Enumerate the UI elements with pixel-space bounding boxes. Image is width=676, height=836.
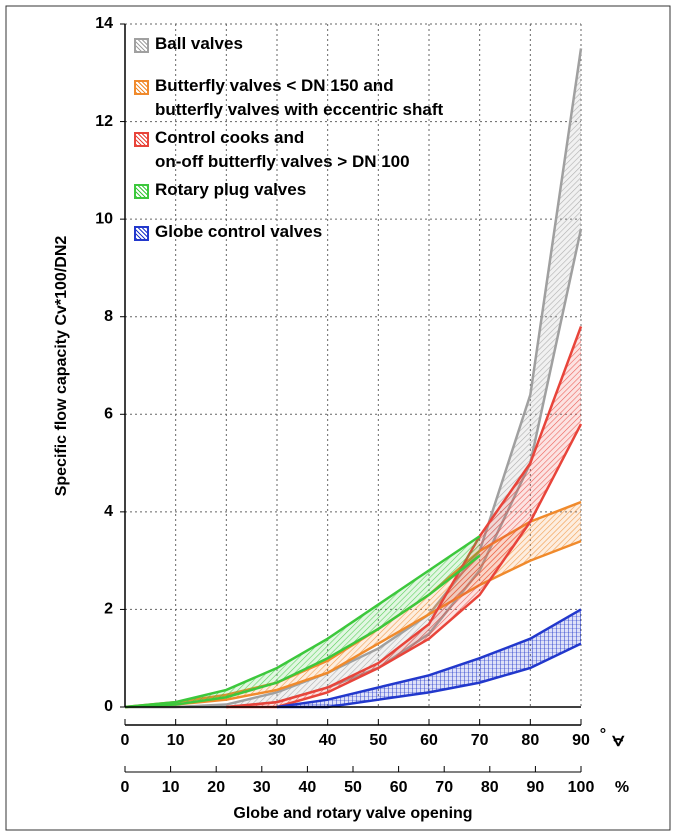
- x2-unit: %: [615, 779, 629, 796]
- legend-label: Control cooks and on-off butterfly valve…: [155, 128, 410, 171]
- band-edge: [124, 535, 481, 709]
- band-edge: [124, 554, 481, 709]
- x-tick-label: 10: [167, 732, 185, 749]
- x-tick-label: 20: [217, 732, 235, 749]
- y-tick-label: 8: [104, 308, 113, 325]
- x-tick-label: 0: [121, 732, 130, 749]
- x-tick-label: 90: [572, 732, 590, 749]
- x-axis-label: Globe and rotary valve opening: [233, 805, 472, 822]
- legend-item: Control cooks and on-off butterfly valve…: [134, 126, 443, 174]
- y-tick-label: 4: [104, 503, 113, 520]
- band-area: [125, 502, 581, 707]
- legend-swatch: [134, 226, 149, 241]
- x2-tick-label: 40: [299, 779, 317, 796]
- x2-tick-label: 50: [344, 779, 362, 796]
- y-tick-label: 12: [95, 113, 113, 130]
- legend-item: Ball valves: [134, 32, 443, 56]
- y-axis-label: Specific flow capacity Cv*100/DN2: [53, 236, 70, 497]
- x2-tick-label: 60: [390, 779, 408, 796]
- x2-tick-label: 80: [481, 779, 499, 796]
- legend-item: Rotary plug valves: [134, 178, 443, 202]
- y-tick-label: 2: [104, 601, 113, 618]
- frame: [5, 5, 671, 831]
- legend-label: Ball valves: [155, 34, 243, 53]
- legend-label: Rotary plug valves: [155, 180, 307, 199]
- x2-tick-label: 0: [121, 779, 130, 796]
- x2-tick-label: 10: [162, 779, 180, 796]
- band-edge: [276, 608, 582, 709]
- band-edge: [226, 326, 583, 709]
- y-tick-label: 0: [104, 698, 113, 715]
- y-tick-label: 10: [95, 210, 113, 227]
- legend-swatch: [134, 132, 149, 147]
- legend-swatch: [134, 80, 149, 95]
- x2-tick-label: 30: [253, 779, 271, 796]
- legend-label: Butterfly valves < DN 150 and butterfly …: [155, 76, 444, 119]
- x-tick-label: 70: [471, 732, 489, 749]
- band-area: [226, 326, 582, 707]
- y-tick-label: 6: [104, 406, 113, 423]
- x-tick-label: 30: [268, 732, 286, 749]
- x-symbol: ∢: [611, 734, 628, 747]
- legend: Ball valves Butterfly valves < DN 150 and…: [134, 32, 443, 244]
- x2-tick-label: 90: [527, 779, 545, 796]
- legend-swatch: [134, 184, 149, 199]
- legend-swatch: [134, 38, 149, 53]
- y-tick-label: 14: [95, 15, 113, 32]
- x-unit: °: [600, 726, 606, 743]
- legend-label: Globe control valves: [155, 222, 323, 241]
- x-tick-label: 40: [319, 732, 337, 749]
- x-tick-label: 50: [369, 732, 387, 749]
- legend-item: Butterfly valves < DN 150 and butterfly …: [134, 74, 443, 122]
- x2-tick-label: 100: [568, 779, 595, 796]
- x2-tick-label: 20: [207, 779, 225, 796]
- x-tick-label: 80: [521, 732, 539, 749]
- legend-item: Globe control valves: [134, 220, 443, 244]
- x2-tick-label: 70: [435, 779, 453, 796]
- band-area: [277, 609, 581, 707]
- x-tick-label: 60: [420, 732, 438, 749]
